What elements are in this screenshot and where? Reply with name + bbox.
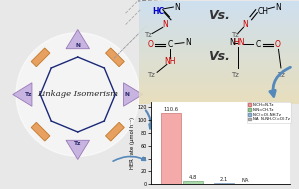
Text: Tz: Tz xyxy=(277,72,285,78)
Text: HN: HN xyxy=(233,38,244,47)
FancyArrowPatch shape xyxy=(113,156,145,161)
Text: 2.1: 2.1 xyxy=(219,177,228,182)
Circle shape xyxy=(16,33,139,156)
FancyArrowPatch shape xyxy=(146,110,153,129)
Text: O: O xyxy=(148,40,153,50)
Polygon shape xyxy=(31,122,50,141)
Text: HC: HC xyxy=(153,7,165,16)
Text: N: N xyxy=(185,38,191,47)
Text: N: N xyxy=(275,3,280,12)
Text: Vs.: Vs. xyxy=(208,9,230,22)
Y-axis label: HER rate (μmol h⁻¹): HER rate (μmol h⁻¹) xyxy=(130,117,135,169)
Text: Tz: Tz xyxy=(231,72,239,78)
Text: 110.6: 110.6 xyxy=(164,107,179,112)
Text: N: N xyxy=(242,20,248,29)
Bar xyxy=(213,183,234,184)
Text: C: C xyxy=(256,40,261,50)
Text: O: O xyxy=(275,40,281,50)
Text: N: N xyxy=(75,43,80,48)
Text: 4.8: 4.8 xyxy=(188,175,197,180)
Text: Tz: Tz xyxy=(147,72,155,78)
Bar xyxy=(161,113,181,184)
Legend: N-CH=N-Tz, N-N=CH-Tz, N-C(=O)-NH-Tz, NA  N-NH-C(=O)-Tz: N-CH=N-Tz, N-N=CH-Tz, N-C(=O)-NH-Tz, NA … xyxy=(247,101,291,123)
Polygon shape xyxy=(66,140,89,160)
Text: C: C xyxy=(167,40,173,50)
FancyArrowPatch shape xyxy=(270,67,290,96)
Polygon shape xyxy=(106,122,124,141)
Polygon shape xyxy=(66,29,89,49)
Text: NA: NA xyxy=(242,178,249,183)
Polygon shape xyxy=(31,48,50,67)
Text: Tz: Tz xyxy=(144,32,152,38)
Polygon shape xyxy=(123,83,143,106)
Text: N: N xyxy=(229,38,235,47)
Polygon shape xyxy=(106,48,124,67)
Text: CH: CH xyxy=(257,7,269,16)
Text: Tz: Tz xyxy=(74,141,81,146)
Text: Tz: Tz xyxy=(25,92,33,97)
Text: N: N xyxy=(124,92,129,97)
Text: Tz: Tz xyxy=(231,32,239,38)
Text: NH: NH xyxy=(164,57,176,66)
Text: Linkage Isomerism: Linkage Isomerism xyxy=(37,91,118,98)
Polygon shape xyxy=(13,83,32,106)
Text: N: N xyxy=(174,3,179,12)
Text: N: N xyxy=(162,20,168,29)
Text: Vs.: Vs. xyxy=(208,50,230,63)
Bar xyxy=(183,181,203,184)
